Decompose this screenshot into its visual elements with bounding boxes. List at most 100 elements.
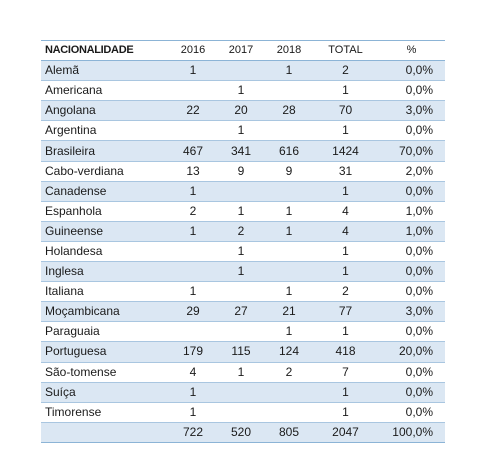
cell-2017 [217, 61, 265, 81]
cell-2016 [169, 262, 217, 282]
table-row: Suíça 1 1 0,0% [41, 382, 445, 403]
cell-nacionalidade: Moçambicana [45, 304, 120, 319]
cell-2017: 1 [237, 83, 245, 98]
table-row: Portuguesa 179 115 124 418 20,0% [41, 341, 445, 362]
cell-nacionalidade: Canadense [45, 183, 107, 198]
cell-nacionalidade: Guineense [45, 223, 104, 238]
cell-percent: 0,0% [405, 83, 433, 98]
cell-nacionalidade: Espanhola [45, 203, 102, 218]
header-2017: 2017 [228, 44, 254, 57]
cell-percent: 3,0% [405, 304, 433, 319]
cell-nacionalidade: Cabo-verdiana [45, 163, 124, 178]
totals-2016: 722 [182, 424, 204, 439]
cell-2017: 1 [237, 203, 245, 218]
cell-nacionalidade: Angolana [45, 103, 96, 118]
cell-total: 4 [342, 203, 349, 218]
table-row: Paraguaia 1 1 0,0% [41, 321, 445, 342]
cell-2018 [265, 382, 313, 402]
cell-2018: 1 [285, 63, 293, 78]
cell-total: 1 [342, 183, 349, 198]
table-row: Guineense 1 2 1 4 1,0% [41, 221, 445, 242]
cell-2016: 467 [182, 143, 204, 158]
cell-2017: 27 [234, 304, 248, 319]
cell-2016: 13 [186, 163, 200, 178]
cell-2017: 341 [230, 143, 252, 158]
cell-percent: 0,0% [405, 264, 433, 279]
cell-2017: 9 [237, 163, 245, 178]
cell-2018: 1 [285, 203, 293, 218]
cell-total: 1 [342, 404, 349, 419]
table-row: Brasileira 467 341 616 1424 70,0% [41, 140, 445, 162]
cell-2018: 1 [285, 284, 293, 299]
cell-total: 1 [342, 264, 349, 279]
cell-nacionalidade: Italiana [45, 284, 84, 299]
cell-nacionalidade: Alemã [45, 63, 80, 78]
cell-percent: 0,0% [405, 63, 433, 78]
cell-percent: 0,0% [405, 364, 433, 379]
cell-total: 2 [342, 63, 349, 78]
cell-2017: 1 [237, 123, 245, 138]
nationality-table: NACIONALIDADE 2016 2017 2018 TOTAL % Ale… [41, 40, 445, 443]
cell-2018: 1 [285, 223, 293, 238]
cell-2016: 1 [189, 223, 197, 238]
cell-2016: 1 [189, 384, 197, 399]
cell-total: 7 [342, 364, 349, 379]
cell-percent: 0,0% [405, 243, 433, 258]
cell-percent: 2,0% [405, 163, 433, 178]
cell-2018: 2 [285, 364, 293, 379]
cell-nacionalidade: Timorense [45, 404, 102, 419]
cell-2016 [169, 81, 217, 101]
cell-percent: 20,0% [398, 344, 433, 359]
cell-percent: 1,0% [405, 223, 433, 238]
cell-total: 4 [342, 223, 349, 238]
cell-percent: 1,0% [405, 203, 433, 218]
cell-total: 1424 [332, 143, 359, 158]
header-2016: 2016 [180, 44, 206, 57]
cell-2016: 29 [186, 304, 200, 319]
totals-percent: 100,0% [392, 424, 433, 439]
table-row: Canadense 1 1 0,0% [41, 181, 445, 202]
cell-percent: 0,0% [405, 123, 433, 138]
cell-nacionalidade: Holandesa [45, 243, 103, 258]
table-row: São-tomense 4 1 2 7 0,0% [41, 362, 445, 383]
table-row: Angolana 22 20 28 70 3,0% [41, 100, 445, 121]
cell-2018 [265, 121, 313, 141]
cell-total: 1 [342, 384, 349, 399]
cell-total: 31 [338, 163, 353, 178]
cell-2016 [169, 241, 217, 261]
header-row: NACIONALIDADE 2016 2017 2018 TOTAL % [41, 40, 445, 61]
header-percent: % [406, 44, 417, 57]
cell-2017 [217, 181, 265, 201]
table-row: Holandesa 1 1 0,0% [41, 241, 445, 262]
cell-2016: 179 [182, 344, 204, 359]
cell-2018: 9 [285, 163, 293, 178]
header-total: TOTAL [328, 44, 363, 57]
table-row: Italiana 1 1 2 0,0% [41, 281, 445, 302]
cell-nacionalidade: Brasileira [45, 143, 96, 158]
cell-percent: 0,0% [405, 404, 433, 419]
cell-2018: 124 [278, 344, 300, 359]
cell-2018 [265, 402, 313, 422]
cell-2018: 28 [282, 103, 296, 118]
cell-2018 [265, 81, 313, 101]
cell-2018: 1 [285, 324, 293, 339]
table-row: Inglesa 1 1 0,0% [41, 261, 445, 282]
cell-2016: 2 [189, 203, 197, 218]
table-row: Moçambicana 29 27 21 77 3,0% [41, 301, 445, 322]
cell-2017 [217, 322, 265, 342]
cell-nacionalidade: Americana [45, 83, 103, 98]
cell-total: 1 [342, 324, 349, 339]
cell-2017 [217, 402, 265, 422]
cell-total: 2 [342, 284, 349, 299]
cell-2016: 1 [189, 284, 197, 299]
cell-2017: 115 [231, 344, 251, 359]
totals-row: 722 520 805 2047 100,0% [41, 422, 445, 443]
cell-2017 [217, 382, 265, 402]
table-row: Cabo-verdiana 13 9 9 31 2,0% [41, 161, 445, 182]
cell-2018 [265, 241, 313, 261]
cell-percent: 0,0% [405, 183, 433, 198]
table-row: Americana 1 1 0,0% [41, 80, 445, 101]
cell-total: 1 [342, 83, 349, 98]
cell-2018 [265, 181, 313, 201]
cell-2017: 1 [237, 264, 245, 279]
